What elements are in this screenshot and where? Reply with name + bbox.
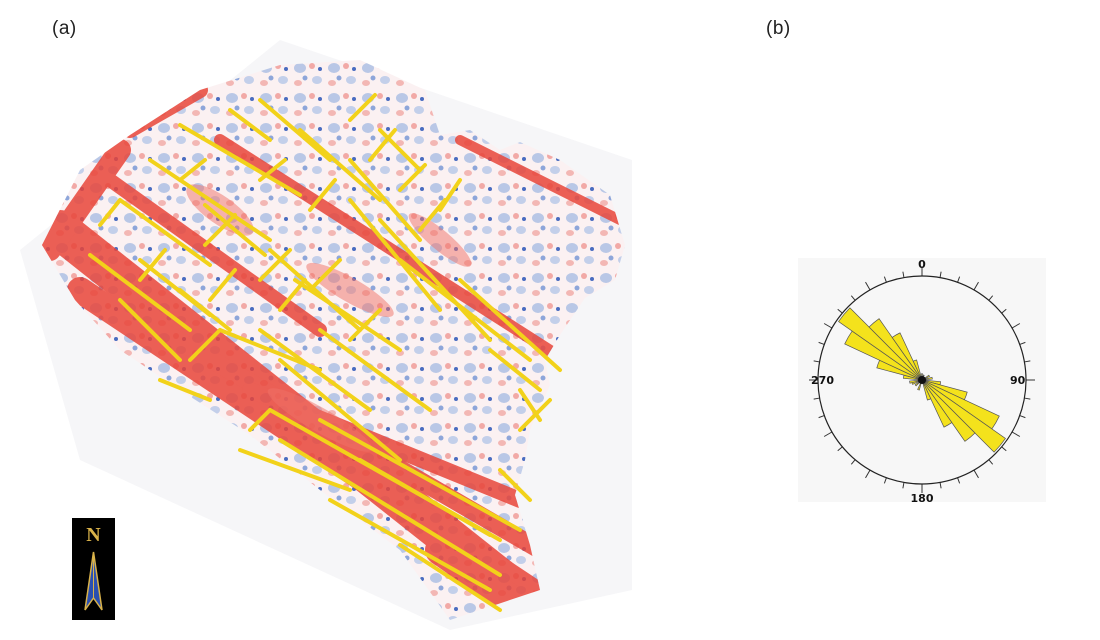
rose-tick <box>973 469 979 479</box>
north-letter: N <box>86 524 101 546</box>
rose-tick <box>813 397 820 400</box>
rose-diagram-svg: 0 90 180 270 <box>809 258 1035 502</box>
rose-center <box>918 376 926 384</box>
rose-label-180: 180 <box>911 492 934 502</box>
rose-tick <box>837 446 843 452</box>
rose-tick <box>902 271 905 278</box>
rose-diagram: 0 90 180 270 <box>798 258 1046 502</box>
rose-tick <box>883 276 887 283</box>
rose-tick <box>865 281 871 291</box>
rose-tick <box>1001 446 1007 452</box>
rose-label-270: 270 <box>811 374 834 387</box>
rose-tick <box>939 482 942 489</box>
rose-label-0: 0 <box>918 258 926 271</box>
rose-petal <box>891 332 923 381</box>
rose-petal <box>838 307 923 381</box>
rose-tick <box>1001 308 1007 314</box>
rose-tick <box>837 308 843 314</box>
north-arrow-icon <box>84 551 103 611</box>
north-arrow: N <box>72 518 115 620</box>
rose-tick <box>850 459 856 465</box>
rose-tick <box>1019 341 1026 345</box>
panel-a-label: (a) <box>52 18 77 39</box>
rose-tick <box>1011 431 1021 437</box>
rose-tick <box>1024 360 1031 363</box>
rose-tick <box>902 482 905 489</box>
rose-circle <box>817 275 1027 485</box>
rose-tick <box>957 276 961 283</box>
panel-b-label: (b) <box>766 18 791 39</box>
rose-tick <box>988 459 994 465</box>
rose-tick <box>883 477 887 484</box>
rose-tick <box>1019 415 1026 419</box>
attribute-map <box>20 40 632 630</box>
rose-tick <box>939 271 942 278</box>
rose-tick <box>957 477 961 484</box>
rose-petal <box>921 379 1006 453</box>
rose-petal <box>921 379 932 401</box>
rose-label-90: 90 <box>1010 374 1026 387</box>
rose-tick <box>1011 323 1021 329</box>
rose-tick <box>865 469 871 479</box>
rose-tick <box>813 360 820 363</box>
rose-tick <box>988 295 994 301</box>
rose-tick <box>818 415 825 419</box>
rose-tick <box>818 341 825 345</box>
rose-tick <box>850 295 856 301</box>
rose-petals <box>838 307 1006 453</box>
rose-tick <box>823 431 833 437</box>
rose-petal <box>912 359 923 381</box>
rose-petal <box>921 379 953 428</box>
rose-petal <box>868 318 923 381</box>
rose-petal <box>921 379 976 442</box>
rose-tick <box>973 281 979 291</box>
rose-tick <box>823 323 833 329</box>
lineaments <box>88 93 562 612</box>
rose-tick <box>1024 397 1031 400</box>
